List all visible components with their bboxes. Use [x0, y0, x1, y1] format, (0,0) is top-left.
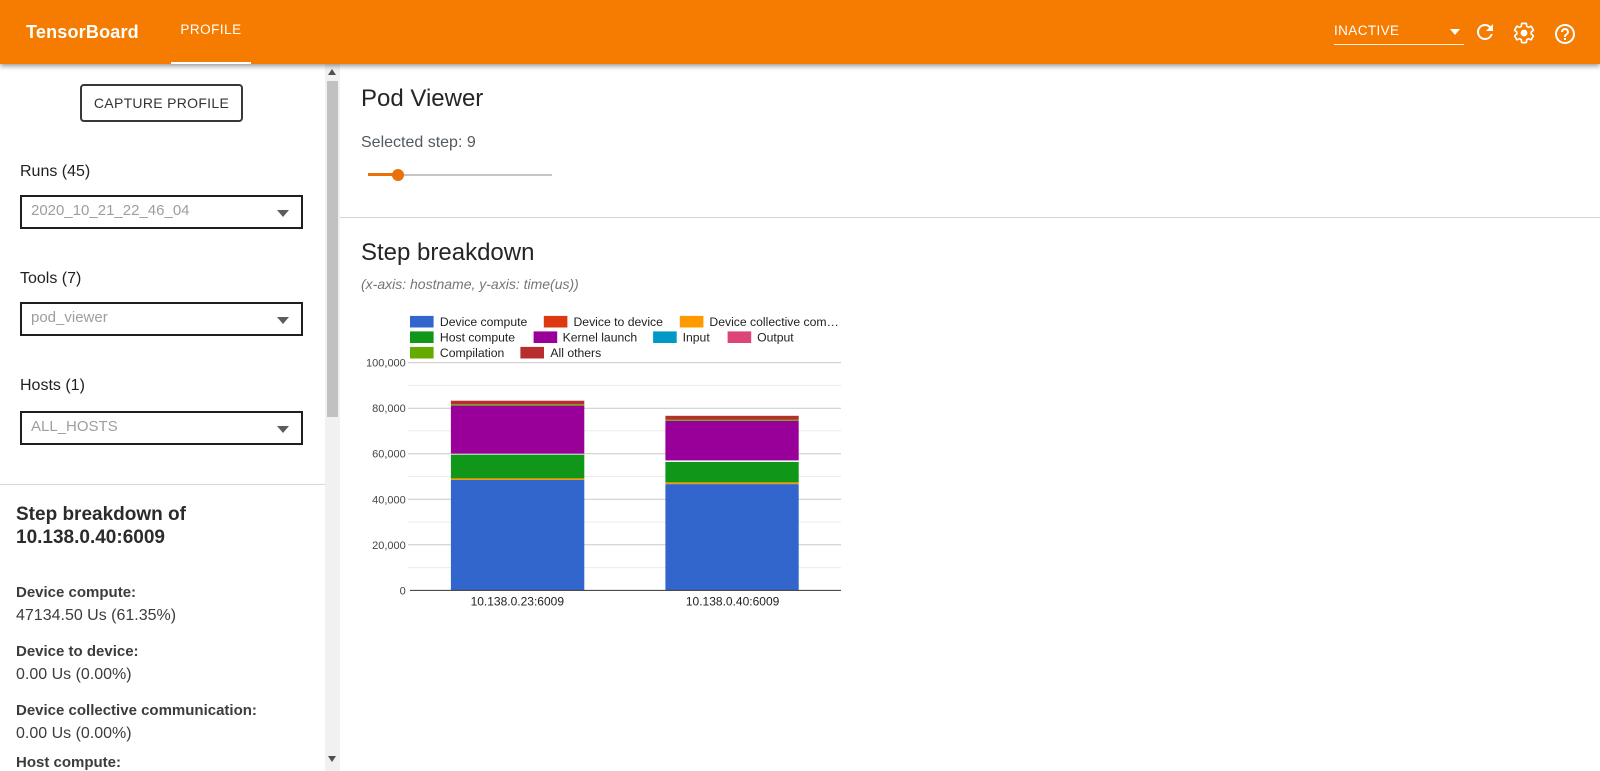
svg-text:Device compute: Device compute [440, 315, 528, 329]
svg-text:10.138.0.23:6009: 10.138.0.23:6009 [471, 594, 565, 608]
svg-text:Compilation: Compilation [440, 346, 504, 360]
svg-text:All others: All others [550, 346, 601, 360]
svg-text:Input: Input [683, 331, 711, 345]
svg-text:Output: Output [757, 331, 794, 345]
svg-text:Host compute: Host compute [440, 331, 515, 345]
svg-text:20,000: 20,000 [372, 540, 406, 552]
svg-text:0: 0 [400, 585, 406, 597]
svg-text:Device collective com…: Device collective com… [709, 315, 838, 329]
svg-text:Kernel launch: Kernel launch [563, 331, 638, 345]
svg-text:Device to device: Device to device [574, 315, 664, 329]
svg-text:80,000: 80,000 [372, 403, 406, 415]
svg-text:100,000: 100,000 [366, 358, 406, 370]
svg-text:40,000: 40,000 [372, 494, 406, 506]
svg-text:60,000: 60,000 [372, 449, 406, 461]
svg-text:10.138.0.40:6009: 10.138.0.40:6009 [686, 594, 780, 608]
